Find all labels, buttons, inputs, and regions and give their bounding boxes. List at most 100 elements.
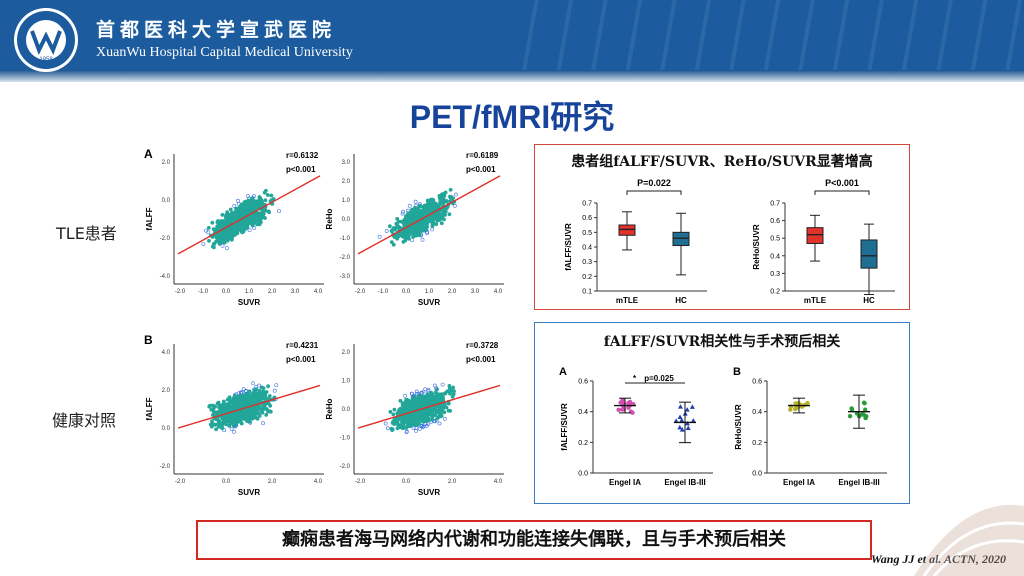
y-tick-label: 0.4 bbox=[752, 409, 762, 416]
x-tick-label: 0.0 bbox=[222, 479, 231, 485]
scatter-point bbox=[433, 390, 438, 395]
category-label: Engel IB-III bbox=[838, 478, 879, 487]
scatter-point bbox=[430, 400, 435, 405]
scatter-point bbox=[417, 230, 422, 234]
x-tick-label: -2.0 bbox=[355, 479, 366, 485]
building-watermark-icon bbox=[914, 504, 1024, 576]
scatter-figure: A B 2.0 0.0 -2.0 -4.0 -2.0 -1.0 0.0 1.0 2.0 3.0 4.… bbox=[144, 147, 504, 497]
scatter-point bbox=[447, 212, 452, 217]
y-tick-label: -1.0 bbox=[340, 436, 351, 442]
category-label: mTLE bbox=[804, 296, 827, 305]
scatter-point bbox=[428, 396, 433, 401]
scatter-point bbox=[217, 242, 222, 246]
scatter-point bbox=[215, 225, 220, 230]
x-tick-label: 1.0 bbox=[245, 289, 254, 295]
x-tick-label: 3.0 bbox=[471, 289, 480, 295]
scatter-point bbox=[400, 401, 405, 406]
scatter-point bbox=[228, 207, 233, 212]
category-label: Engel IA bbox=[783, 478, 815, 487]
regression-line bbox=[357, 175, 501, 255]
figure-label-b: B bbox=[144, 333, 153, 347]
scatter-point bbox=[448, 187, 453, 192]
p-value: p<0.001 bbox=[286, 165, 316, 174]
scatter-point bbox=[385, 426, 390, 431]
dotplot-figure: A 0.6 0.4 0.2 0.0 fALFF/SUVR Engel IA Engel IB-… bbox=[559, 366, 887, 487]
scatter-point bbox=[410, 422, 415, 427]
y-tick-label: 0.7 bbox=[770, 201, 780, 208]
scatter-point bbox=[255, 200, 260, 205]
scatter-point bbox=[404, 220, 409, 225]
scatter-point bbox=[261, 421, 265, 426]
p-value-label: P=0.022 bbox=[637, 178, 671, 188]
scatter-point bbox=[417, 233, 422, 238]
scatter-point bbox=[249, 219, 253, 224]
scatter-point bbox=[228, 228, 232, 233]
scatter-point bbox=[405, 405, 410, 410]
scatter-point bbox=[221, 232, 226, 237]
data-point bbox=[862, 407, 868, 412]
scatter-point bbox=[220, 243, 225, 248]
y-axis-label: fALFF/SUVR bbox=[560, 403, 569, 451]
category-label: Engel IB-III bbox=[664, 478, 705, 487]
y-tick-label: 0.4 bbox=[582, 245, 592, 252]
scatter-point bbox=[240, 397, 245, 402]
scatter-point bbox=[230, 404, 235, 409]
scatter-point bbox=[440, 382, 445, 387]
data-point bbox=[618, 400, 623, 405]
y-tick-label: -4.0 bbox=[160, 274, 171, 280]
scatter-point bbox=[248, 397, 253, 402]
scatter-point bbox=[435, 396, 440, 401]
scatter-point bbox=[232, 429, 236, 434]
scatter-point bbox=[212, 241, 216, 246]
scatter-point bbox=[231, 232, 236, 236]
scatter-point bbox=[261, 392, 265, 397]
x-tick-label: 2.0 bbox=[448, 289, 457, 295]
data-point bbox=[677, 404, 683, 409]
scatter-point bbox=[395, 217, 400, 221]
r-value: r=0.6132 bbox=[286, 151, 319, 160]
scatter-point bbox=[409, 402, 414, 407]
scatter-point bbox=[229, 426, 234, 431]
box bbox=[618, 224, 636, 236]
scatter-point bbox=[252, 388, 257, 393]
y-tick-label: 0.0 bbox=[162, 198, 171, 204]
scatter-point bbox=[391, 242, 396, 247]
scatter-point bbox=[410, 207, 414, 212]
scatter-point bbox=[262, 190, 267, 195]
scatter-point bbox=[214, 427, 219, 432]
scatter-point bbox=[391, 226, 396, 230]
scatter-point bbox=[269, 193, 274, 198]
scatter-point bbox=[437, 408, 442, 413]
scatter-point bbox=[236, 399, 241, 404]
scatter-point bbox=[434, 410, 439, 415]
hospital-name-cn: 首都医科大学宣武医院 bbox=[96, 19, 337, 41]
scatter-point bbox=[236, 394, 241, 399]
y-tick-label: 2.0 bbox=[162, 160, 171, 166]
scatter-point bbox=[215, 401, 220, 406]
x-tick-label: -1.0 bbox=[378, 289, 389, 295]
scatter-point bbox=[414, 428, 418, 433]
scatter-point bbox=[234, 214, 239, 219]
scatter-point bbox=[249, 197, 254, 201]
scatter-point bbox=[448, 408, 453, 413]
scatter-point bbox=[216, 419, 221, 424]
scatter-point bbox=[438, 200, 443, 205]
scatter-point bbox=[225, 210, 230, 215]
y-tick-label: 0.2 bbox=[770, 289, 780, 296]
regression-line bbox=[177, 384, 321, 429]
scatter-point bbox=[255, 391, 260, 396]
scatter-point bbox=[255, 409, 260, 414]
category-label: HC bbox=[675, 296, 687, 305]
category-label: HC bbox=[863, 296, 875, 305]
scatter-point bbox=[207, 404, 212, 409]
data-point bbox=[626, 401, 631, 406]
y-tick-label: 0.0 bbox=[162, 426, 171, 432]
scatter-point bbox=[220, 237, 224, 242]
boxplot-reho: 0.7 0.6 0.5 0.4 0.3 0.2 ReHo/SUVR mTLE HC P<0.001 bbox=[752, 178, 895, 305]
scatter-point bbox=[242, 413, 247, 418]
scatter-point bbox=[251, 381, 255, 386]
hospital-name-en: XuanWu Hospital Capital Medical Universi… bbox=[96, 45, 353, 60]
scatter-point bbox=[429, 198, 434, 202]
scatter-point bbox=[390, 428, 395, 433]
scatter-point bbox=[412, 230, 417, 234]
